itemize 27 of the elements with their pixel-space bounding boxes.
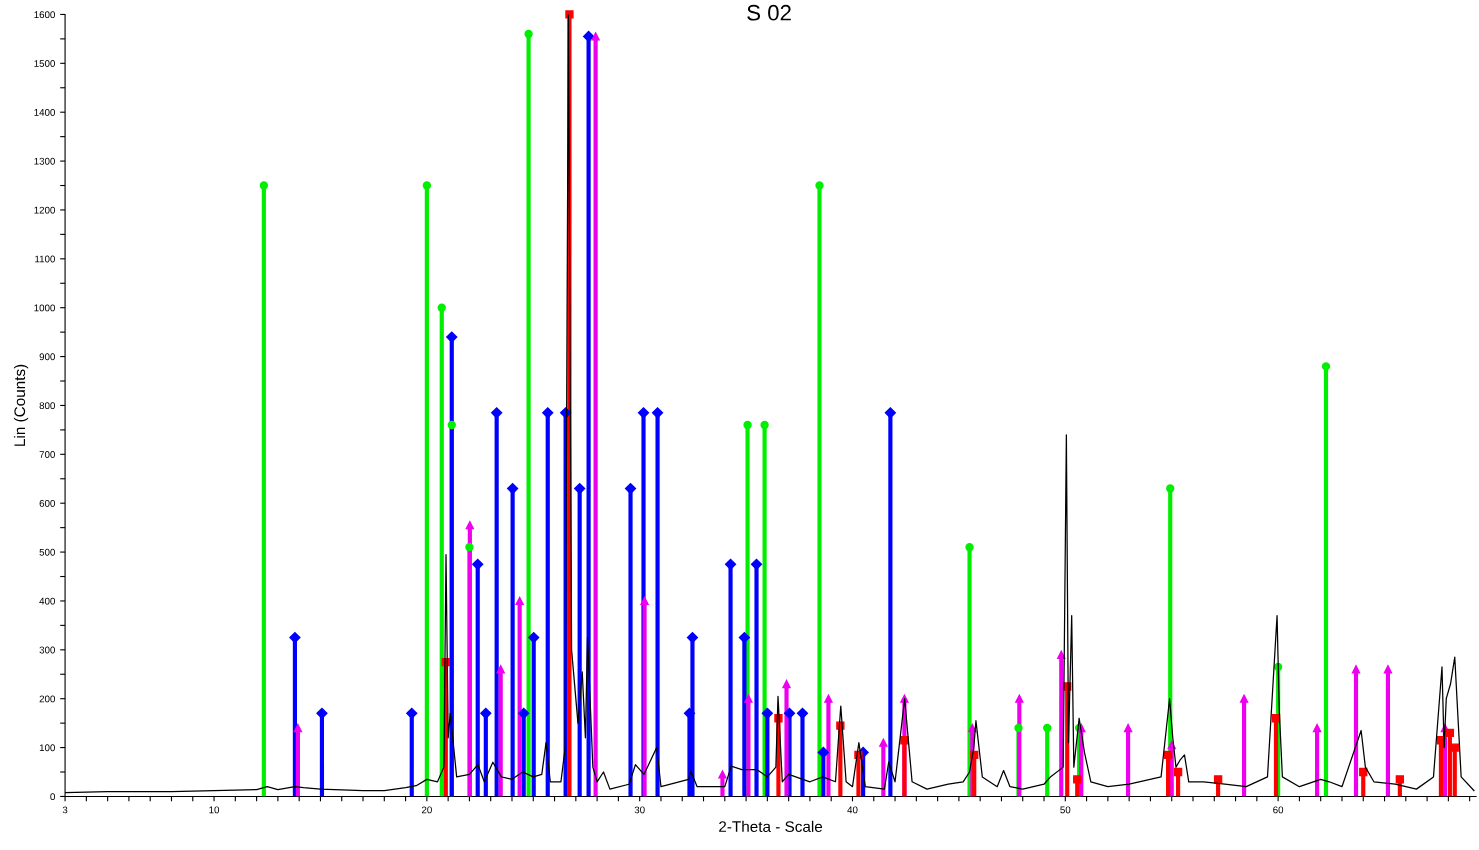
y-tick-label: 1500 — [34, 60, 55, 67]
y-tick-label: 200 — [39, 695, 55, 703]
y-tick-label: 300 — [39, 646, 55, 654]
y-tick-label: 1400 — [34, 108, 55, 116]
y-tick-label: 500 — [39, 548, 55, 556]
y-tick-label: 1300 — [34, 157, 55, 165]
y-tick-label: 1200 — [34, 206, 55, 214]
y-tick-label: 1600 — [34, 11, 55, 19]
y-tick-label: 400 — [39, 597, 55, 605]
x-tick-label: 20 — [421, 806, 432, 814]
y-tick-label: 1000 — [34, 304, 55, 312]
x-axis-title: 2-Theta - Scale — [719, 820, 823, 833]
x-tick-label: 3 — [62, 806, 68, 814]
y-tick-label: 0 — [50, 793, 55, 801]
y-tick-label: 1100 — [35, 255, 55, 263]
x-tick-label: 60 — [1273, 806, 1284, 814]
x-tick-label: 10 — [209, 806, 220, 814]
x-tick-label: 40 — [847, 806, 858, 814]
y-tick-label: 100 — [39, 744, 55, 752]
chart-title: S 02 — [747, 4, 791, 21]
x-tick-label: 30 — [634, 806, 645, 814]
y-axis-title: Lin (Counts) — [13, 364, 29, 446]
y-tick-label: 600 — [39, 499, 55, 507]
y-tick-label: 800 — [39, 402, 55, 410]
x-tick-label: 50 — [1060, 806, 1071, 814]
y-tick-label: 900 — [39, 353, 55, 361]
y-tick-label: 700 — [39, 451, 55, 458]
